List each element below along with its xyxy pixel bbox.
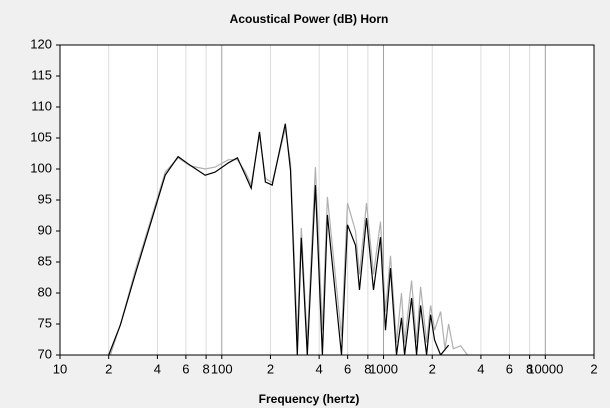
x-tick-label: 4 <box>477 361 484 376</box>
x-tick-label: 10000 <box>527 361 563 376</box>
series-line <box>108 123 450 355</box>
y-tick-label: 80 <box>38 284 52 299</box>
y-tick-label: 115 <box>31 67 52 82</box>
x-tick-label: 6 <box>344 361 351 376</box>
series-line <box>109 128 468 355</box>
y-tick-label: 70 <box>38 346 52 361</box>
x-tick-label: 8 <box>364 361 371 376</box>
x-tick-label: 8 <box>526 361 533 376</box>
x-axis-label: Frequency (hertz) <box>259 392 360 406</box>
x-tick-label: 100 <box>211 361 233 376</box>
x-tick-label: 2 <box>429 361 436 376</box>
chart-title: Acoustical Power (dB) Horn <box>230 12 389 26</box>
y-tick-label: 110 <box>31 98 52 113</box>
x-tick-label: 10 <box>53 361 67 376</box>
x-tick-label: 2 <box>267 361 274 376</box>
x-tick-label: 2 <box>105 361 112 376</box>
x-tick-label: 1000 <box>369 361 398 376</box>
x-tick-label: 2 <box>590 361 597 376</box>
y-tick-label: 75 <box>38 315 52 330</box>
plot-border <box>59 44 595 356</box>
y-tick-label: 90 <box>38 222 52 237</box>
y-tick-label: 120 <box>30 36 52 51</box>
y-tick-label: 105 <box>30 129 52 144</box>
y-tick-label: 85 <box>38 253 52 268</box>
x-tick-label: 8 <box>202 361 209 376</box>
x-tick-label: 4 <box>316 361 323 376</box>
y-tick-label: 100 <box>30 160 52 175</box>
x-tick-label: 6 <box>182 361 189 376</box>
x-tick-label: 4 <box>154 361 161 376</box>
x-tick-label: 6 <box>506 361 513 376</box>
y-tick-label: 95 <box>38 191 52 206</box>
